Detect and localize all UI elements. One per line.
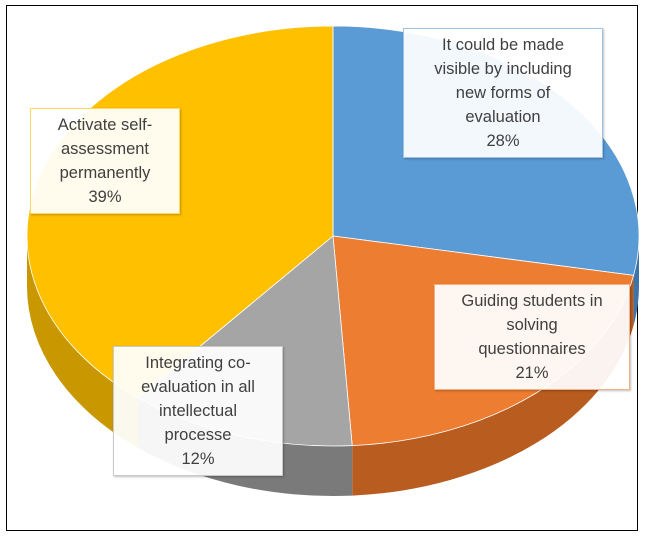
- slice-label-line: evaluation: [465, 108, 541, 126]
- slice-label-text: It could be made visible by including new …: [412, 33, 594, 129]
- slice-label-percent: 21%: [515, 364, 549, 382]
- pie-side-guiding-students-in-solving-questionnair: [352, 275, 634, 496]
- slice-label-line: Guiding students in: [461, 292, 603, 310]
- slice-label-line: questionnaires: [478, 340, 586, 358]
- slice-label-self-assessment: Activate self-assessment permanently 39%: [30, 108, 180, 214]
- slice-label-co-evaluation: Integrating co-evaluation in all intellec…: [113, 346, 283, 476]
- slice-label-text: Integrating co-evaluation in all intellec…: [122, 351, 274, 447]
- slice-label-line: visible by including: [434, 60, 572, 78]
- slice-label-line: It could be made: [442, 36, 564, 54]
- slice-label-line: evaluation in all: [141, 378, 255, 396]
- pie-side-activate-self-assessment-permanently: [27, 236, 138, 448]
- slice-label-text: Activate self-assessment permanently: [39, 113, 171, 185]
- slice-label-line: processe: [164, 426, 232, 444]
- slice-label-line: Activate self-: [57, 116, 153, 134]
- slice-label-new-forms-of-evaluation: It could be made visible by including new …: [403, 28, 603, 158]
- slice-label-guiding-students: Guiding students in solving questionnaires…: [434, 284, 630, 390]
- slice-label-percent: 39%: [88, 188, 122, 206]
- slice-label-line: assessment: [60, 140, 150, 158]
- slice-label-percent: 12%: [181, 450, 215, 468]
- slice-label-line: solving: [506, 316, 558, 334]
- slice-label-line: permanently: [59, 164, 151, 182]
- slice-label-percent: 28%: [486, 132, 520, 150]
- chart-frame: It could be made visible by including new …: [6, 5, 639, 531]
- slice-label-line: new forms of: [455, 84, 551, 102]
- slice-label-text: Guiding students in solving questionnaires: [443, 289, 621, 361]
- slice-label-line: intellectual: [159, 402, 237, 420]
- slice-label-line: Integrating co-: [145, 354, 251, 372]
